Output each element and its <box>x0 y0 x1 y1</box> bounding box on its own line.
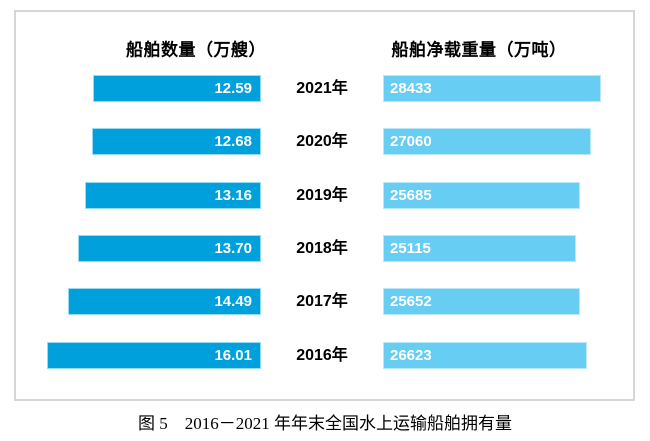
ships-bar-value: 13.16 <box>214 187 252 204</box>
dwt-bar-value: 25652 <box>390 293 432 310</box>
ships-bar-value: 16.01 <box>214 347 252 364</box>
year-label: 2018年 <box>296 240 348 257</box>
dwt-bar-value: 27060 <box>390 133 432 150</box>
left-series-header: 船舶数量（万艘） <box>126 40 266 60</box>
figure-caption: 图 5 2016－2021 年年末全国水上运输船舶拥有量 <box>138 414 512 433</box>
year-label: 2021年 <box>296 80 348 97</box>
dwt-bar: 28433 <box>383 75 601 102</box>
ships-bar: 12.59 <box>93 75 261 102</box>
dwt-bar: 25685 <box>383 182 580 209</box>
dwt-bar: 25115 <box>383 235 576 262</box>
dwt-bar-value: 25115 <box>390 240 431 257</box>
ships-bar: 14.49 <box>68 288 261 315</box>
year-label: 2017年 <box>296 293 348 310</box>
dwt-bar: 26623 <box>383 342 587 369</box>
ships-bar-value: 12.68 <box>214 133 252 150</box>
dwt-bar-value: 25685 <box>390 187 432 204</box>
dwt-bar-value: 28433 <box>390 80 432 97</box>
dwt-bar-value: 26623 <box>390 347 432 364</box>
dwt-bar: 25652 <box>383 288 580 315</box>
ships-bar-value: 14.49 <box>214 293 252 310</box>
year-label: 2016年 <box>296 347 348 364</box>
ships-bar-value: 12.59 <box>214 80 252 97</box>
right-series-header: 船舶净载重量（万吨） <box>391 40 567 60</box>
ships-bar-value: 13.70 <box>214 240 252 257</box>
ships-bar: 13.16 <box>85 182 261 209</box>
dwt-bar: 27060 <box>383 128 591 155</box>
year-label: 2020年 <box>296 133 348 150</box>
year-label: 2019年 <box>296 187 348 204</box>
ships-bar: 12.68 <box>92 128 261 155</box>
ships-bar: 16.01 <box>47 342 261 369</box>
ships-bar: 13.70 <box>78 235 261 262</box>
